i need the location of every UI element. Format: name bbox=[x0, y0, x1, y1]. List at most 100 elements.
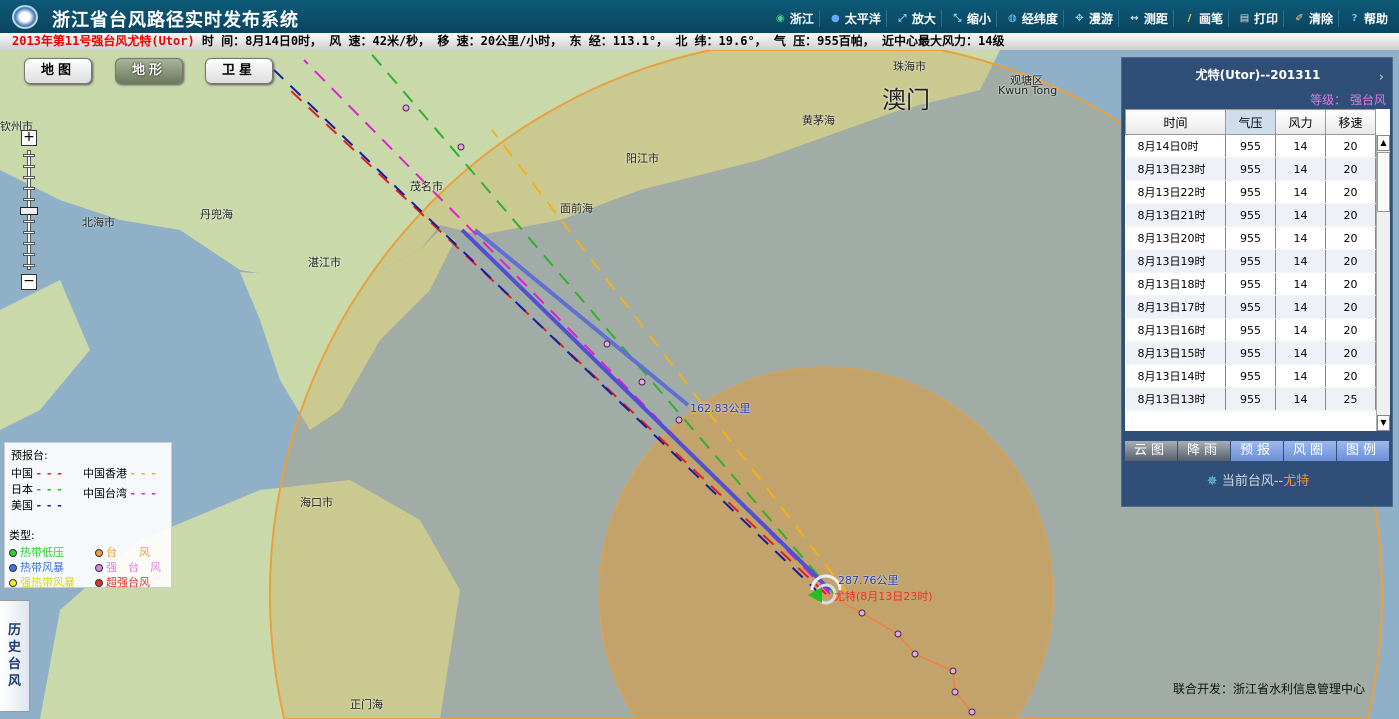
table-cell: 14 bbox=[1275, 249, 1326, 273]
toolbar-earth-button[interactable]: ● 太平洋 bbox=[824, 10, 887, 27]
toolbar-pen-button[interactable]: / 画笔 bbox=[1178, 10, 1229, 27]
place-label: 黄茅海 bbox=[802, 114, 835, 127]
table-cell: 955 bbox=[1225, 203, 1276, 227]
map-type-map-button[interactable]: 地图 bbox=[24, 58, 92, 84]
table-row[interactable]: 8月13日20时 955 14 20 bbox=[1125, 226, 1376, 250]
table-cell: 955 bbox=[1225, 272, 1276, 296]
column-header[interactable]: 移速 bbox=[1325, 109, 1376, 135]
toolbar-label: 打印 bbox=[1253, 12, 1278, 26]
table-cell: 20 bbox=[1325, 318, 1376, 342]
table-row[interactable]: 8月13日21时 955 14 20 bbox=[1125, 203, 1376, 227]
legend-forecaster: 中国 - - - bbox=[11, 467, 63, 480]
table-cell: 14 bbox=[1275, 318, 1326, 342]
panel-tab[interactable]: 预报 bbox=[1231, 441, 1284, 461]
zoom-tick[interactable] bbox=[23, 187, 35, 190]
distance-label: 162.83公里 bbox=[690, 402, 751, 415]
table-cell: 8月13日20时 bbox=[1125, 226, 1226, 250]
table-cell: 20 bbox=[1325, 203, 1376, 227]
forecast-track-line bbox=[460, 228, 832, 592]
track-point bbox=[603, 340, 611, 348]
toolbar-label: 太平洋 bbox=[844, 12, 881, 26]
table-row[interactable]: 8月13日19时 955 14 20 bbox=[1125, 249, 1376, 273]
table-row[interactable]: 8月13日23时 955 14 20 bbox=[1125, 157, 1376, 181]
typhoon-icon: ✵ bbox=[1206, 474, 1218, 489]
place-label: 丹兜海 bbox=[200, 208, 233, 221]
toolbar-print-button[interactable]: ▤ 打印 bbox=[1233, 10, 1284, 27]
zoom-tick[interactable] bbox=[23, 231, 35, 234]
zoom-control[interactable]: + − bbox=[20, 130, 38, 290]
legend: 预报台: 中国 - - - 中国香港 - - - 日本 - - - 中国台湾 - - -… bbox=[4, 442, 172, 589]
grid-icon: ◍ bbox=[1008, 13, 1017, 24]
toolbar-label: 清除 bbox=[1308, 12, 1333, 26]
map-type-terrain-button[interactable]: 地形 bbox=[115, 58, 183, 84]
earth-icon: ● bbox=[830, 13, 840, 24]
zoom-tick[interactable] bbox=[23, 176, 35, 179]
zoom-in-button[interactable]: + bbox=[21, 130, 37, 146]
legend-forecaster: 中国香港 - - - bbox=[83, 467, 157, 480]
toolbar-broom-button[interactable]: ✐ 清除 bbox=[1288, 10, 1339, 27]
table-row[interactable]: 8月14日0时 955 14 20 bbox=[1125, 134, 1376, 158]
legend-type: 热带低压 bbox=[9, 544, 64, 560]
next-icon[interactable]: › bbox=[1378, 70, 1384, 85]
current-typhoon[interactable]: ✵ 当前台风--尤特 bbox=[1122, 470, 1394, 489]
table-row[interactable]: 8月13日16时 955 14 20 bbox=[1125, 318, 1376, 342]
scroll-up-icon[interactable]: ▲ bbox=[1377, 135, 1390, 151]
zoom-tick[interactable] bbox=[23, 220, 35, 223]
zoom-tick[interactable] bbox=[23, 198, 35, 201]
zoom-tick[interactable] bbox=[23, 165, 35, 168]
panel-tab[interactable]: 图例 bbox=[1337, 441, 1390, 461]
table-cell: 14 bbox=[1275, 272, 1326, 296]
forecast-track-line bbox=[273, 69, 821, 595]
scroll-down-icon[interactable]: ▼ bbox=[1377, 415, 1390, 431]
track-point bbox=[638, 378, 646, 386]
column-header[interactable]: 气压 bbox=[1225, 109, 1276, 135]
toolbar-zoom-in-button[interactable]: ⤢ 放大 bbox=[891, 10, 942, 27]
table-row[interactable]: 8月13日13时 955 14 25 bbox=[1125, 387, 1376, 411]
legend-forecast-title: 预报台: bbox=[11, 449, 48, 462]
map-type-satellite-button[interactable]: 卫星 bbox=[205, 58, 273, 84]
column-header[interactable]: 时间 bbox=[1125, 109, 1226, 135]
forecast-track-line bbox=[491, 129, 849, 595]
history-typhoon-button[interactable]: 历史台风 bbox=[0, 600, 30, 712]
print-icon: ▤ bbox=[1239, 13, 1250, 24]
table-row[interactable]: 8月13日14时 955 14 20 bbox=[1125, 364, 1376, 388]
measure-icon: ↔ bbox=[1130, 13, 1139, 24]
place-label: 北海市 bbox=[82, 216, 115, 229]
track-point bbox=[894, 630, 902, 638]
table-scrollbar[interactable]: ▲ ▼ bbox=[1376, 135, 1390, 431]
toolbar-measure-button[interactable]: ↔ 测距 bbox=[1123, 10, 1174, 27]
toolbar-globe-button[interactable]: ◉ 浙江 bbox=[769, 10, 820, 27]
zoom-slider-thumb[interactable] bbox=[20, 207, 38, 215]
zoom-tick[interactable] bbox=[23, 154, 35, 157]
table-cell: 20 bbox=[1325, 249, 1376, 273]
table-row[interactable]: 8月13日15时 955 14 20 bbox=[1125, 341, 1376, 365]
table-row[interactable]: 8月13日18时 955 14 20 bbox=[1125, 272, 1376, 296]
panel-tab[interactable]: 云图 bbox=[1125, 441, 1178, 461]
logo bbox=[12, 5, 38, 29]
table-cell: 25 bbox=[1325, 387, 1376, 411]
column-header[interactable]: 风力 bbox=[1275, 109, 1326, 135]
table-row[interactable]: 8月13日22时 955 14 20 bbox=[1125, 180, 1376, 204]
panel-tab[interactable]: 风圈 bbox=[1284, 441, 1337, 461]
table-row[interactable]: 8月13日17时 955 14 20 bbox=[1125, 295, 1376, 319]
track-point bbox=[675, 416, 683, 424]
panel-tab[interactable]: 降雨 bbox=[1178, 441, 1231, 461]
toolbar-zoom-out-button[interactable]: ⤡ 缩小 bbox=[946, 10, 997, 27]
toolbar-grid-button[interactable]: ◍ 经纬度 bbox=[1001, 10, 1064, 27]
place-label: Kwun Tong bbox=[998, 84, 1058, 97]
table-cell: 955 bbox=[1225, 134, 1276, 158]
legend-type: 热带风暴 bbox=[9, 559, 64, 575]
zoom-tick[interactable] bbox=[23, 242, 35, 245]
land-mainland bbox=[0, 50, 1000, 280]
zoom-out-button[interactable]: − bbox=[21, 274, 37, 290]
toolbar-pan-button[interactable]: ✥ 漫游 bbox=[1068, 10, 1119, 27]
table-cell: 955 bbox=[1225, 226, 1276, 250]
toolbar-help-button[interactable]: ? 帮助 bbox=[1343, 10, 1393, 27]
table-cell: 8月13日21时 bbox=[1125, 203, 1226, 227]
forecast-tracks bbox=[273, 50, 849, 595]
current-typhoon-name[interactable]: 尤特 bbox=[1283, 474, 1310, 489]
zoom-slider[interactable] bbox=[20, 150, 38, 270]
track-table: 时间 气压 风力 移速 8月14日0时 955 14 20 8月13日23时 955 14 20 8月1… bbox=[1125, 109, 1390, 431]
zoom-tick[interactable] bbox=[23, 253, 35, 256]
zoom-tick[interactable] bbox=[23, 264, 35, 267]
